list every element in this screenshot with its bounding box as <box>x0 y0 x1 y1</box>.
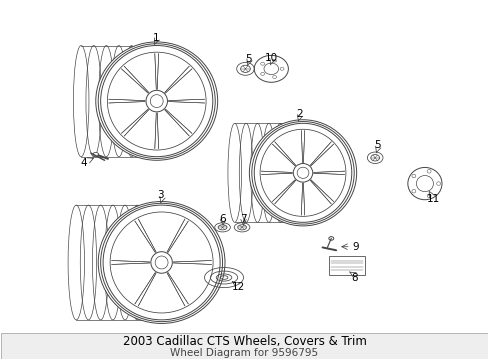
Ellipse shape <box>101 203 222 321</box>
Ellipse shape <box>101 45 212 157</box>
Text: 8: 8 <box>350 273 357 283</box>
Text: 6: 6 <box>219 215 226 224</box>
Ellipse shape <box>96 42 217 160</box>
Text: 2: 2 <box>295 109 302 119</box>
Bar <box>0 333 488 359</box>
Ellipse shape <box>93 152 99 157</box>
Text: 5: 5 <box>373 140 380 150</box>
Ellipse shape <box>251 122 353 224</box>
Ellipse shape <box>98 44 215 158</box>
Text: 4: 4 <box>80 158 87 168</box>
Text: 7: 7 <box>240 215 246 224</box>
Bar <box>328 256 365 275</box>
Text: 9: 9 <box>352 242 358 252</box>
Ellipse shape <box>146 90 167 112</box>
Text: 1: 1 <box>152 33 159 43</box>
Text: 3: 3 <box>157 190 163 200</box>
Ellipse shape <box>98 202 224 323</box>
Ellipse shape <box>103 205 220 320</box>
Text: 11: 11 <box>426 194 439 204</box>
Text: 2003 Cadillac CTS Wheels, Covers & Trim: 2003 Cadillac CTS Wheels, Covers & Trim <box>122 335 366 348</box>
Ellipse shape <box>249 120 356 226</box>
Ellipse shape <box>151 252 172 273</box>
Text: Wheel Diagram for 9596795: Wheel Diagram for 9596795 <box>170 348 318 358</box>
Text: 12: 12 <box>231 282 244 292</box>
Text: 5: 5 <box>244 54 251 64</box>
Ellipse shape <box>254 123 351 222</box>
Ellipse shape <box>293 163 312 182</box>
Text: 10: 10 <box>264 53 277 63</box>
